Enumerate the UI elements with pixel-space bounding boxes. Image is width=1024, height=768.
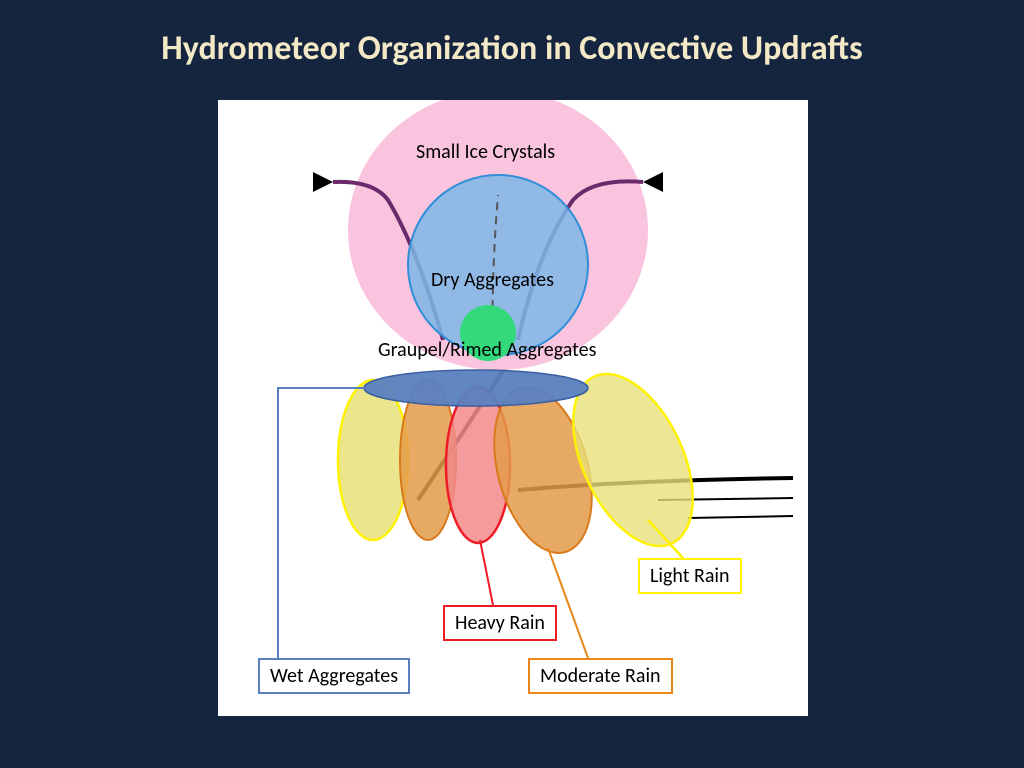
connector-moderate [548,548,588,658]
wet-aggregates-region [364,370,588,406]
arrow-right-icon [643,172,663,192]
label-small-ice: Small Ice Crystals [416,140,555,164]
connector-heavy [480,540,493,605]
light-rain-left [338,380,408,540]
label-dry-aggregates: Dry Aggregates [431,268,554,292]
outflow-line-3 [688,516,793,518]
page-title: Hydrometeor Organization in Convective U… [0,0,1024,69]
diagram-canvas: Small Ice Crystals Dry Aggregates Graupe… [218,100,808,716]
arrow-left-icon [313,172,333,192]
box-wet-aggregates: Wet Aggregates [258,658,410,694]
box-moderate-rain: Moderate Rain [528,658,673,694]
box-heavy-rain: Heavy Rain [443,605,557,641]
label-graupel: Graupel/Rimed Aggregates [378,338,596,362]
box-light-rain: Light Rain [638,558,742,594]
